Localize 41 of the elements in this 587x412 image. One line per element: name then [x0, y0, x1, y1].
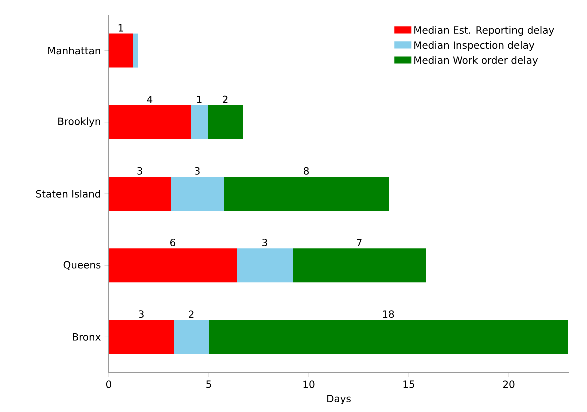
legend-label: Median Work order delay — [414, 56, 538, 66]
x-tick-label: 15 — [404, 380, 414, 388]
data-label: 8 — [304, 167, 309, 175]
bar — [109, 248, 237, 283]
data-label: 7 — [357, 239, 362, 247]
x-axis-title: Days — [328, 395, 351, 404]
x-tick-label: 5 — [206, 380, 212, 388]
data-label: 3 — [139, 310, 144, 318]
bar — [224, 177, 390, 212]
x-tick-label: 20 — [503, 380, 515, 388]
data-label: 6 — [170, 238, 176, 247]
y-tick-label: Brooklyn — [58, 118, 100, 128]
bar — [174, 320, 209, 354]
data-label: 3 — [138, 167, 142, 175]
data-label: 4 — [147, 96, 153, 104]
bar — [209, 320, 568, 354]
bar — [171, 177, 224, 212]
legend-label: Median Inspection delay — [414, 41, 535, 52]
y-tick-label: Bronx — [73, 334, 101, 341]
legend-label: Median Est. Reporting delay — [414, 26, 554, 36]
bar — [109, 177, 171, 212]
y-tick-label: Manhattan — [48, 46, 100, 55]
bar — [293, 248, 426, 283]
y-tick-label: Staten Island — [36, 190, 100, 198]
bar — [109, 34, 133, 68]
data-label: 1 — [118, 24, 124, 32]
data-label: 2 — [189, 310, 194, 318]
x-tick-label: 0 — [106, 380, 112, 388]
bar — [237, 248, 293, 283]
y-tick-label: Queens — [64, 261, 101, 270]
x-tick-label: 10 — [304, 380, 315, 388]
data-label: 1 — [197, 96, 202, 104]
bar — [208, 105, 243, 140]
bar — [109, 320, 174, 354]
data-label: 3 — [262, 238, 268, 247]
bar — [109, 105, 191, 140]
bar — [133, 34, 138, 68]
data-label: 3 — [195, 167, 200, 175]
bar — [191, 105, 208, 140]
data-label: 2 — [223, 96, 228, 104]
data-label: 18 — [383, 310, 394, 318]
